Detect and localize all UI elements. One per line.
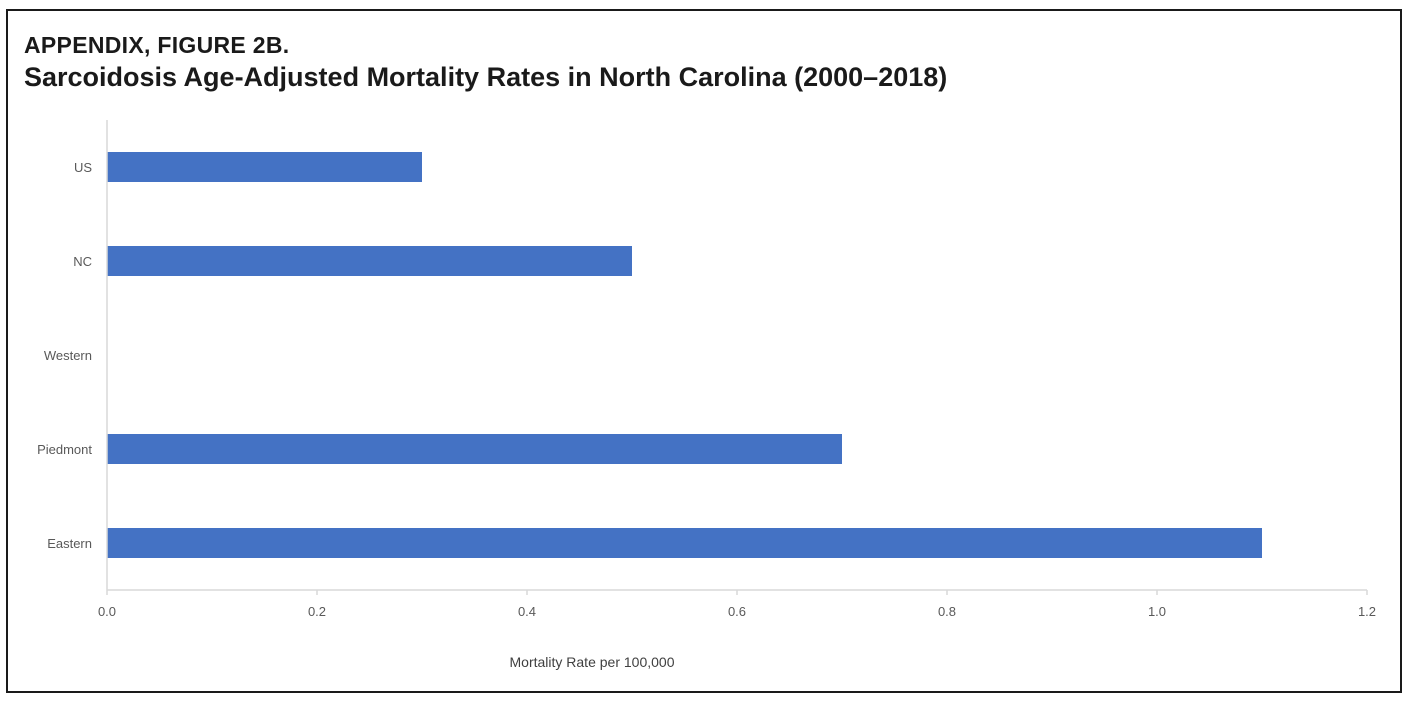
- x-tick-label: 0.0: [98, 604, 116, 619]
- x-axis-title: Mortality Rate per 100,000: [510, 654, 675, 670]
- category-label-western: Western: [44, 348, 92, 363]
- bar-eastern: [107, 528, 1262, 558]
- x-tick-label: 0.4: [518, 604, 536, 619]
- bars-group: [107, 152, 1262, 558]
- x-tick-label: 0.8: [938, 604, 956, 619]
- x-tick-label: 0.6: [728, 604, 746, 619]
- figure-frame: [6, 9, 1402, 693]
- figure-title: Sarcoidosis Age-Adjusted Mortality Rates…: [24, 62, 948, 92]
- category-label-piedmont: Piedmont: [37, 442, 92, 457]
- figure-label: APPENDIX, FIGURE 2B.: [24, 32, 290, 58]
- x-tick-label: 1.0: [1148, 604, 1166, 619]
- category-label-eastern: Eastern: [47, 536, 92, 551]
- x-tick-label: 0.2: [308, 604, 326, 619]
- category-label-nc: NC: [73, 254, 92, 269]
- bar-nc: [107, 246, 632, 276]
- bar-us: [107, 152, 422, 182]
- category-label-us: US: [74, 160, 92, 175]
- category-labels-group: US NC Western Piedmont Eastern: [37, 160, 92, 551]
- x-tick-label: 1.2: [1358, 604, 1376, 619]
- bar-piedmont: [107, 434, 842, 464]
- x-ticks-group: 0.0 0.2 0.4 0.6 0.8 1.0 1.2: [98, 590, 1376, 619]
